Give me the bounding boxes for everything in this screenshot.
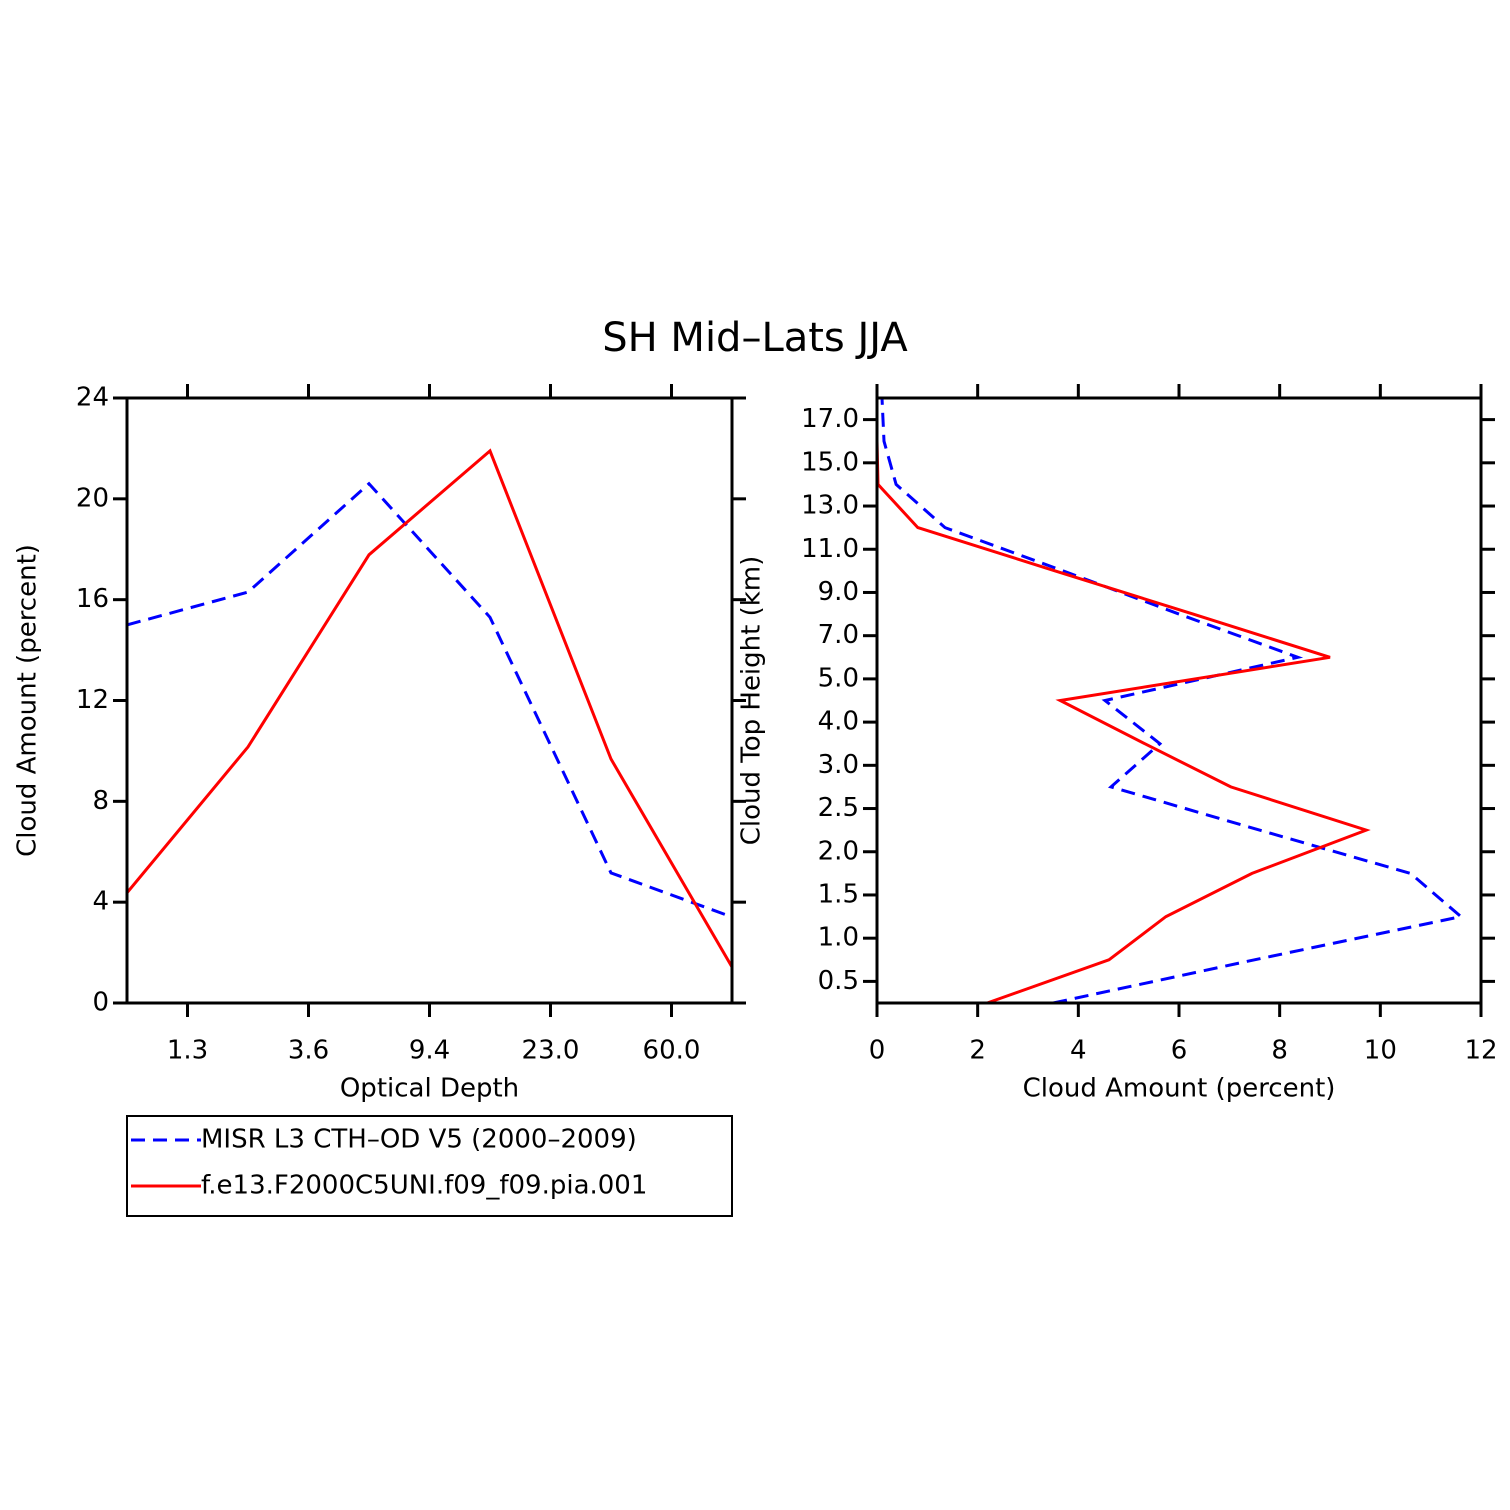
y-tick-label: 1.5	[818, 879, 859, 909]
x-tick-label: 3.6	[288, 1036, 329, 1066]
y-tick-label: 4	[92, 887, 109, 917]
y-tick-label: 7.0	[818, 620, 859, 650]
x-tick-label: 1.3	[167, 1036, 208, 1066]
y-tick-label: 15.0	[801, 447, 859, 477]
y-tick-label: 9.0	[818, 577, 859, 607]
data-line	[126, 481, 733, 919]
y-axis-label: Cloud Top Height (km)	[737, 556, 767, 846]
x-tick-label: 0	[869, 1036, 886, 1066]
y-tick-label: 20	[76, 483, 109, 513]
x-axis-label: Optical Depth	[340, 1074, 519, 1104]
y-tick-label: 17.0	[801, 404, 859, 434]
y-tick-label: 13.0	[801, 491, 859, 521]
y-tick-label: 16	[76, 584, 109, 614]
data-line	[125, 448, 734, 968]
y-tick-label: 4.0	[818, 707, 859, 737]
y-tick-label: 1.0	[818, 923, 859, 953]
y-tick-label: 5.0	[818, 663, 859, 693]
x-tick-label: 23.0	[522, 1036, 580, 1066]
x-tick-label: 12	[1464, 1036, 1497, 1066]
x-tick-label: 10	[1364, 1036, 1397, 1066]
y-tick-label: 11.0	[801, 534, 859, 564]
legend-box	[126, 1115, 733, 1217]
y-tick-label: 0.5	[818, 966, 859, 996]
x-axis-label: Cloud Amount (percent)	[1023, 1074, 1336, 1104]
x-tick-label: 6	[1171, 1036, 1188, 1066]
y-tick-label: 2.0	[818, 836, 859, 866]
y-tick-label: 0	[92, 988, 109, 1018]
page-title: SH Mid–Lats JJA	[602, 315, 908, 361]
x-tick-label: 4	[1070, 1036, 1087, 1066]
data-line	[880, 397, 1465, 1005]
data-line	[875, 398, 1371, 1005]
y-tick-label: 3.0	[818, 750, 859, 780]
legend-label: MISR L3 CTH–OD V5 (2000–2009)	[201, 1125, 637, 1155]
x-tick-label: 60.0	[643, 1036, 701, 1066]
y-tick-label: 12	[76, 685, 109, 715]
x-tick-label: 2	[969, 1036, 986, 1066]
x-tick-label: 8	[1271, 1036, 1288, 1066]
y-tick-label: 2.5	[818, 793, 859, 823]
legend-label: f.e13.F2000C5UNI.f09_f09.pia.001	[201, 1171, 647, 1201]
y-tick-label: 8	[92, 786, 109, 816]
y-axis-label: Cloud Amount (percent)	[13, 544, 43, 857]
y-tick-label: 24	[76, 383, 109, 413]
x-tick-label: 9.4	[409, 1036, 450, 1066]
